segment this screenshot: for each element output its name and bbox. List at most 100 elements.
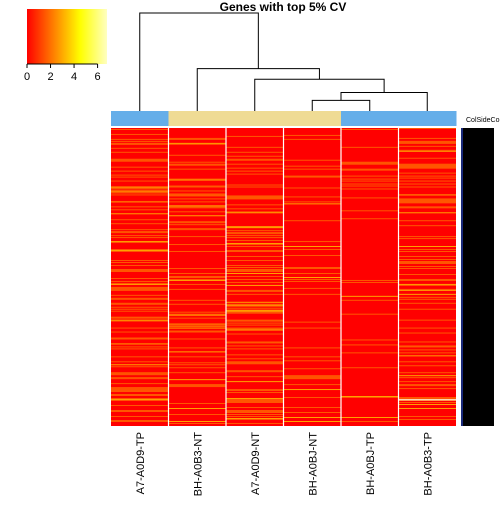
heatmap-cell — [399, 350, 457, 351]
heatmap-cell — [399, 236, 457, 237]
heatmap-cell — [111, 288, 169, 289]
heatmap-cell — [111, 160, 169, 161]
heatmap-cell — [111, 311, 169, 312]
heatmap-cell — [341, 314, 399, 315]
heatmap-cell — [111, 171, 169, 172]
heatmap-cell — [341, 176, 399, 177]
heatmap-cell — [111, 177, 169, 178]
heatmap-cell — [399, 333, 457, 334]
heatmap-cell — [169, 276, 227, 277]
heatmap-cell — [226, 240, 284, 241]
heatmap-cell — [169, 318, 227, 319]
heatmap-cell — [111, 191, 169, 192]
heatmap-cell — [284, 281, 342, 282]
heatmap-cell — [284, 407, 342, 408]
heatmap-cell — [284, 288, 342, 289]
heatmap-cell — [341, 300, 399, 301]
heatmap-cell — [111, 394, 169, 395]
column-label: A7-A0D9-NT — [250, 432, 262, 495]
heatmap-cell — [169, 315, 227, 316]
heatmap-cell — [226, 226, 284, 227]
heatmap-cell — [399, 212, 457, 213]
heatmap-cell — [284, 277, 342, 278]
heatmap-cell — [284, 246, 342, 247]
heatmap-cell — [399, 385, 457, 386]
heatmap-cell — [169, 312, 227, 313]
heatmap-cell — [169, 228, 227, 229]
heatmap-cell — [341, 396, 399, 397]
heatmap-cell — [226, 243, 284, 244]
heatmap-cell — [111, 309, 169, 310]
heatmap-cell — [111, 219, 169, 220]
heatmap-cell — [111, 387, 169, 388]
heatmap-cell — [284, 384, 342, 385]
heatmap-cell — [226, 349, 284, 350]
heatmap-cell — [111, 187, 169, 188]
heatmap-cell — [111, 383, 169, 384]
heatmap-cell — [341, 218, 399, 219]
heatmap-cell — [399, 289, 457, 290]
heatmap-cell — [111, 232, 169, 233]
heatmap-cell — [111, 390, 169, 391]
color-key-tick-label: 4 — [71, 71, 77, 83]
heatmap-cell — [226, 381, 284, 382]
heatmap-cell — [399, 419, 457, 420]
heatmap-cell — [169, 331, 227, 332]
heatmap-cell — [399, 397, 457, 398]
heatmap-cell — [111, 189, 169, 190]
heatmap-cell — [169, 139, 227, 140]
heatmap-cell — [111, 284, 169, 285]
heatmap-cell — [111, 270, 169, 271]
heatmap-cell — [399, 220, 457, 221]
heatmap-cell — [226, 204, 284, 205]
heatmap-cell — [111, 344, 169, 345]
heatmap-cell — [111, 307, 169, 308]
heatmap-cell — [399, 200, 457, 201]
heatmap-cell — [111, 366, 169, 367]
dendrogram-branch — [140, 13, 259, 111]
heatmap-cell — [399, 158, 457, 159]
heatmap-cell — [111, 249, 169, 250]
heatmap-cell — [226, 376, 284, 377]
heatmap-cell — [169, 211, 227, 212]
heatmap-cell — [226, 294, 284, 295]
heatmap-cell — [111, 299, 169, 300]
heatmap-cell — [169, 196, 227, 197]
heatmap-cell — [111, 290, 169, 291]
heatmap-cell — [169, 143, 227, 144]
heatmap-cell — [399, 377, 457, 378]
heatmap-cell — [399, 238, 457, 239]
heatmap-cell — [399, 176, 457, 177]
heatmap-cell — [169, 169, 227, 170]
heatmap-cell — [399, 365, 457, 366]
heatmap-cell — [226, 290, 284, 291]
heatmap-cell — [111, 251, 169, 252]
heatmap-cell — [341, 147, 399, 148]
heatmap-cell — [399, 372, 457, 373]
heatmap-cell — [169, 207, 227, 208]
heatmap-cell — [111, 389, 169, 390]
heatmap-cell — [226, 156, 284, 157]
heatmap-cell — [111, 223, 169, 224]
heatmap-cell — [399, 320, 457, 321]
heatmap-cell — [169, 300, 227, 301]
heatmap-cell — [169, 280, 227, 281]
heatmap-cell — [226, 321, 284, 322]
heatmap-cell — [399, 352, 457, 353]
heatmap-cell — [111, 349, 169, 350]
heatmap-cell — [399, 187, 457, 188]
heatmap-cell — [169, 408, 227, 409]
heatmap-cell — [169, 279, 227, 280]
heatmap-cell — [284, 375, 342, 376]
heatmap-cell — [399, 280, 457, 281]
heatmap-cell — [169, 421, 227, 422]
heatmap-cell — [399, 294, 457, 295]
heatmap-cell — [399, 416, 457, 417]
heatmap-cell — [399, 128, 457, 129]
heatmap-cell — [399, 178, 457, 179]
heatmap-cell — [111, 374, 169, 375]
heatmap-cell — [169, 186, 227, 187]
heatmap-cell — [399, 259, 457, 260]
heatmap-cell — [284, 135, 342, 136]
